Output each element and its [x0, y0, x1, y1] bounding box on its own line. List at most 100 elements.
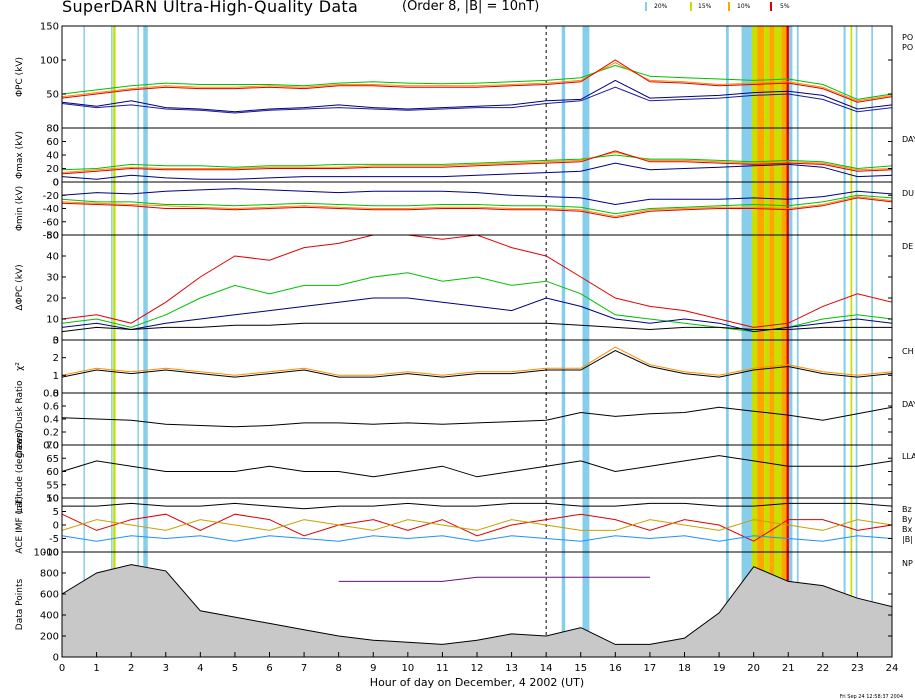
series-line — [61, 188, 893, 206]
y-tick-label: 0 — [53, 389, 59, 400]
legend-label-20: 20% — [654, 3, 668, 10]
x-tick-label: 20 — [747, 663, 760, 674]
y-tick-label: 0.8 — [43, 389, 59, 400]
y-tick-label: 70 — [46, 441, 59, 452]
highlight-band — [788, 26, 793, 657]
x-tick-label: 17 — [644, 663, 657, 674]
y-tick-label: 55 — [46, 480, 59, 491]
panel-right-label: DU — [902, 189, 914, 198]
series-line — [61, 322, 892, 333]
highlight-band — [850, 26, 853, 657]
highlight-band — [741, 26, 752, 657]
y-tick-label: 60 — [46, 137, 59, 148]
x-tick-label: 13 — [505, 663, 518, 674]
x-tick-label: 6 — [266, 663, 272, 674]
highlight-band — [113, 26, 116, 657]
highlight-band — [137, 26, 139, 657]
y-tick-label: 150 — [40, 22, 59, 33]
series-line — [61, 150, 893, 175]
x-tick-label: 18 — [678, 663, 691, 674]
y-tick-label: 2 — [53, 353, 59, 364]
highlight-band — [871, 26, 873, 657]
y-tick-label: 600 — [40, 590, 59, 601]
highlight-band — [582, 26, 590, 657]
y-tick-label: 3 — [53, 336, 59, 347]
y-tick-label: 0 — [53, 178, 59, 189]
y-tick-label: 0 — [53, 336, 59, 347]
y-tick-label: 60 — [46, 467, 59, 478]
y-tick-label: 40 — [46, 151, 59, 162]
chart-title: SuperDARN Ultra-High-Quality Data — [62, 0, 359, 16]
series-line — [61, 79, 893, 113]
highlight-band — [751, 26, 758, 657]
y-tick-label: 0.4 — [43, 415, 59, 426]
x-tick-label: 10 — [401, 663, 414, 674]
x-tick-label: 16 — [609, 663, 622, 674]
legend-label-5: 5% — [780, 3, 790, 10]
x-tick-label: 7 — [301, 663, 307, 674]
series-line — [61, 62, 893, 102]
series-line — [61, 197, 893, 219]
panel-right-label: PO — [902, 33, 913, 42]
x-tick-label: 9 — [370, 663, 376, 674]
x-tick-label: 3 — [163, 663, 169, 674]
panel-right-label: |B| — [902, 535, 913, 544]
y-tick-label: 50 — [46, 90, 59, 101]
y-tick-label: 200 — [40, 632, 59, 643]
series-line — [62, 502, 893, 510]
y-tick-label: 1000 — [34, 548, 59, 559]
chart-subtitle: (Order 8, |B| = 10nT) — [402, 0, 540, 14]
x-tick-label: 14 — [540, 663, 553, 674]
legend-swatch-15 — [690, 2, 692, 11]
series-line — [61, 59, 893, 103]
y-tick-label: 0 — [53, 653, 59, 664]
x-tick-label: 12 — [471, 663, 484, 674]
series-line — [61, 162, 893, 180]
x-tick-label: 19 — [713, 663, 726, 674]
panel-right-label: By — [902, 515, 912, 524]
highlight-band — [83, 26, 85, 657]
panel-right-label: Bz — [902, 505, 912, 514]
y-tick-label: 5 — [53, 507, 59, 518]
panel-right-label: DE — [902, 242, 913, 251]
series-line — [61, 151, 893, 174]
y-tick-label: -60 — [43, 217, 59, 228]
x-tick-label: 0 — [59, 663, 65, 674]
highlight-band — [855, 26, 858, 657]
y-tick-label: -10 — [43, 548, 59, 559]
y-tick-label: -5 — [49, 534, 59, 545]
panel-right-label: NP — [902, 559, 913, 568]
panel-right-label: DAY — [902, 400, 915, 409]
series-line — [61, 350, 893, 378]
y-tick-label: 0 — [53, 124, 59, 135]
x-tick-label: 2 — [128, 663, 134, 674]
x-tick-label: 11 — [436, 663, 449, 674]
highlight-band — [757, 26, 765, 657]
panel-y-label: Φmin (kV) — [15, 186, 25, 231]
y-tick-label: 50 — [46, 494, 59, 505]
y-tick-label: -40 — [43, 204, 59, 215]
y-tick-label: 400 — [40, 611, 59, 622]
series-line — [61, 455, 893, 478]
y-tick-label: 40 — [46, 252, 59, 263]
highlight-band — [726, 26, 729, 657]
series-line — [338, 576, 650, 582]
x-tick-label: 24 — [886, 663, 899, 674]
y-tick-label: -80 — [43, 231, 59, 242]
panel-y-label: ΔΦPC (kV) — [15, 264, 25, 310]
series-area-fill — [62, 564, 892, 657]
x-tick-label: 23 — [851, 663, 864, 674]
y-tick-label: 0 — [53, 521, 59, 532]
panel-y-label: ACE IMF (nT) — [15, 496, 25, 554]
y-tick-label: 65 — [46, 454, 59, 465]
y-tick-label: 10 — [46, 315, 59, 326]
y-tick-label: 20 — [46, 294, 59, 305]
highlight-band — [774, 26, 782, 657]
legend-label-15: 15% — [698, 3, 712, 10]
series-line — [61, 406, 893, 428]
panel-y-label: χ² — [15, 362, 25, 371]
y-tick-label: 50 — [46, 231, 59, 242]
panel-right-label: DAY — [902, 135, 915, 144]
